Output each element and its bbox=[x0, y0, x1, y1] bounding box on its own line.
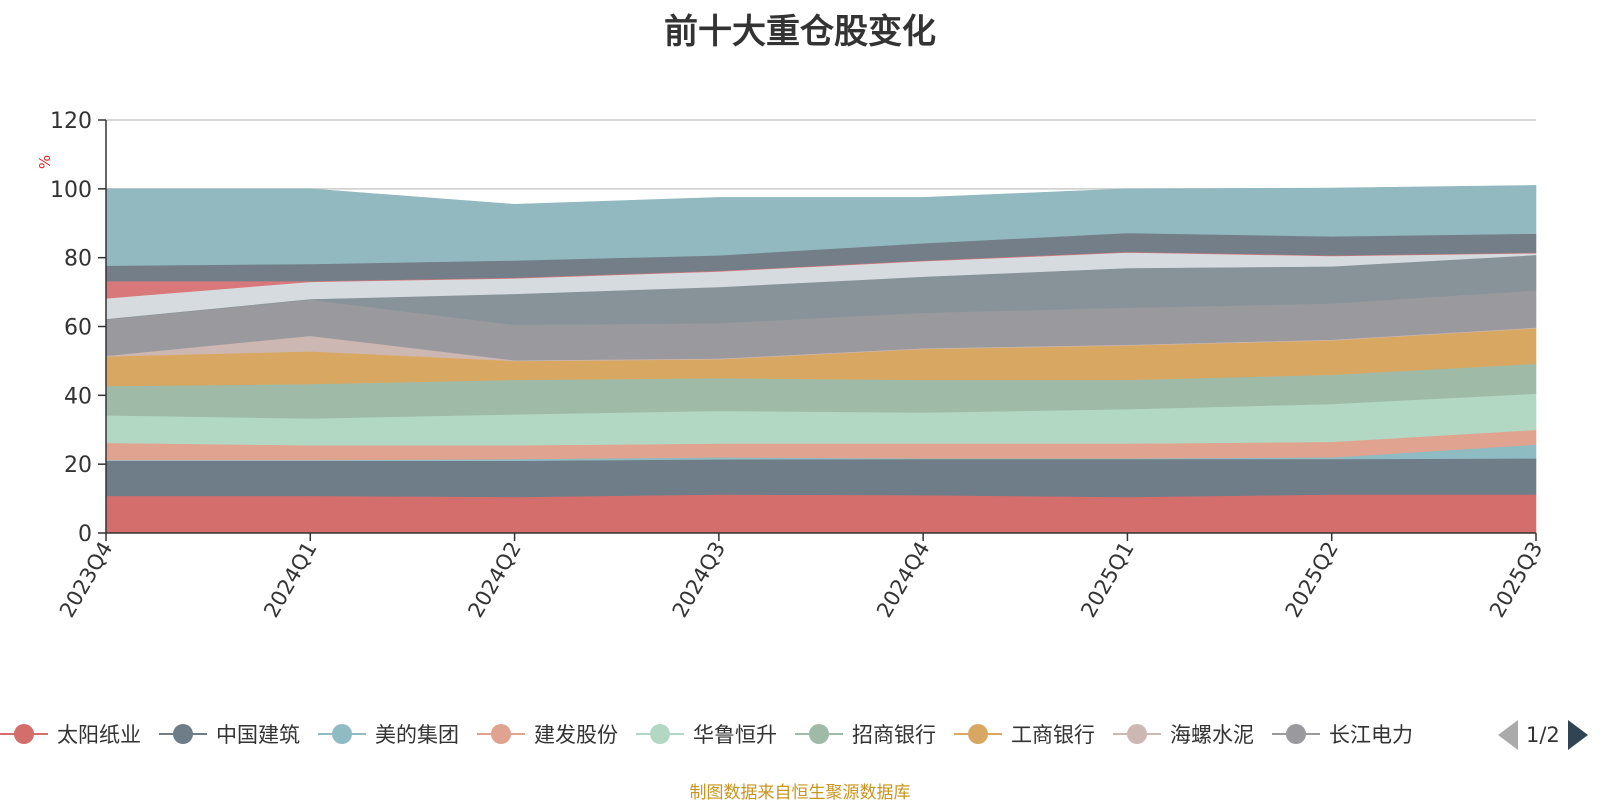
legend-label: 工商银行 bbox=[1011, 723, 1095, 747]
legend-item[interactable]: 太阳纸业 bbox=[0, 712, 141, 756]
legend-marker-icon bbox=[954, 722, 1002, 746]
legend-label: 建发股份 bbox=[534, 723, 618, 747]
x-tick-label: 2025Q1 bbox=[1076, 538, 1138, 622]
area-series-14[interactable] bbox=[105, 185, 1537, 266]
legend-next-page-icon[interactable] bbox=[1567, 720, 1588, 750]
y-tick-label: 80 bbox=[64, 247, 92, 272]
legend-item[interactable]: 美的集团 bbox=[318, 712, 459, 756]
x-tick-label: 2025Q2 bbox=[1281, 538, 1343, 622]
area-series bbox=[105, 185, 1537, 534]
legend-item[interactable]: 中国建筑 bbox=[159, 712, 300, 756]
y-tick-label: 120 bbox=[50, 109, 92, 134]
legend-label: 招商银行 bbox=[852, 723, 936, 747]
y-axis-label: % bbox=[36, 155, 54, 169]
legend-label: 太阳纸业 bbox=[57, 723, 141, 747]
x-tick-label: 2025Q3 bbox=[1485, 538, 1547, 622]
legend-item[interactable]: 招商银行 bbox=[795, 712, 936, 756]
legend-label: 长江电力 bbox=[1329, 723, 1413, 747]
stacked-area-chart: 0 20 40 60 80 100 120 2023Q4 2024Q1 2024Q2 2024Q3 2… bbox=[36, 109, 1547, 622]
y-tick-label: 40 bbox=[64, 384, 92, 409]
legend-label: 美的集团 bbox=[375, 723, 459, 747]
x-tick-label: 2023Q4 bbox=[55, 538, 117, 622]
legend-label: 海螺水泥 bbox=[1170, 723, 1254, 747]
legend-pager: 1/2 bbox=[1498, 718, 1598, 752]
legend-marker-icon bbox=[318, 722, 366, 746]
legend-page-indicator: 1/2 bbox=[1526, 723, 1560, 747]
legend-marker-icon bbox=[0, 722, 48, 746]
legend-marker-icon bbox=[1272, 722, 1320, 746]
legend: 太阳纸业 中国建筑 美的集团 建发股份 华鲁恒升 招商银行 工商银行 海螺水泥 长江电力 bbox=[0, 712, 1470, 756]
x-tick-label: 2024Q3 bbox=[668, 538, 730, 622]
legend-item[interactable]: 华鲁恒升 bbox=[636, 712, 777, 756]
y-tick-label: 0 bbox=[78, 522, 92, 547]
legend-marker-icon bbox=[636, 722, 684, 746]
legend-marker-icon bbox=[159, 722, 207, 746]
chart-title: 前十大重仓股变化 bbox=[664, 12, 936, 52]
data-source-note: 制图数据来自恒生聚源数据库 bbox=[689, 783, 911, 803]
legend-marker-icon bbox=[795, 722, 843, 746]
legend-item[interactable]: 建发股份 bbox=[477, 712, 618, 756]
y-tick-label: 100 bbox=[50, 178, 92, 203]
x-tick-label: 2024Q1 bbox=[259, 538, 321, 622]
legend-marker-icon bbox=[1113, 722, 1161, 746]
y-tick-label: 20 bbox=[64, 453, 92, 478]
area-series-1[interactable] bbox=[105, 494, 1537, 534]
legend-item[interactable]: 海螺水泥 bbox=[1113, 712, 1254, 756]
legend-prev-page-icon[interactable] bbox=[1498, 720, 1518, 750]
legend-item[interactable]: 长江电力 bbox=[1272, 712, 1413, 756]
legend-item[interactable]: 工商银行 bbox=[954, 712, 1095, 756]
area-series-2[interactable] bbox=[105, 457, 1537, 498]
x-tick-label: 2024Q4 bbox=[872, 538, 934, 622]
legend-label: 中国建筑 bbox=[216, 723, 300, 747]
legend-marker-icon bbox=[477, 722, 525, 746]
y-tick-label: 60 bbox=[64, 316, 92, 341]
legend-label: 华鲁恒升 bbox=[693, 723, 777, 747]
x-tick-label: 2024Q2 bbox=[463, 538, 525, 622]
